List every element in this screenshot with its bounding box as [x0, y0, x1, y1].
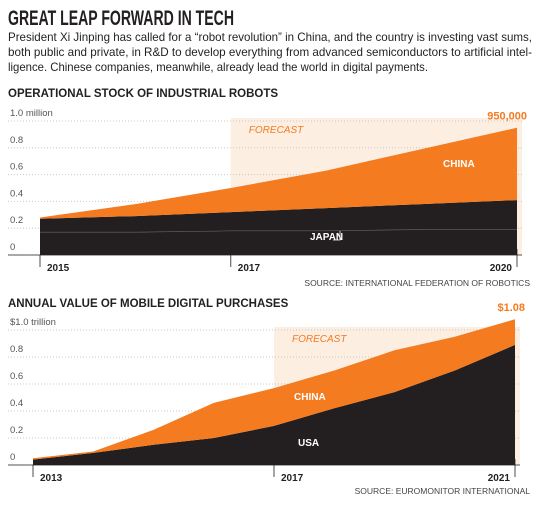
title: GREAT LEAP FORWARD IN TECH: [8, 7, 234, 30]
y-tick-label: 0.6: [10, 162, 23, 173]
y-tick-label: 0.4: [10, 188, 23, 199]
area: [40, 127, 517, 219]
chart-title: ANNUAL VALUE OF MOBILE DIGITAL PURCHASES: [8, 298, 289, 310]
x-tick-label: 2020: [490, 263, 513, 274]
series-label: CHINA: [443, 159, 475, 170]
series-divider: [40, 229, 517, 233]
y-tick-label: 0.8: [10, 135, 23, 146]
area: [40, 229, 517, 255]
y-tick-label: $1.0 trillion: [10, 317, 56, 328]
series-label: CHINA: [294, 392, 326, 403]
series-label: JAPAN: [310, 232, 343, 243]
x-tick-label: 2017: [281, 473, 304, 484]
source: SOURCE: EUROMONITOR INTERNATIONAL: [355, 486, 531, 496]
chart-title: OPERATIONAL STOCK OF INDUSTRIAL ROBOTS: [8, 88, 278, 100]
y-tick-label: 1.0 million: [10, 108, 53, 119]
forecast-label: FORECAST: [249, 125, 304, 136]
area: [33, 344, 515, 465]
source: SOURCE: INTERNATIONAL FEDERATION OF ROBO…: [304, 278, 530, 288]
y-tick-label: 0.8: [10, 344, 23, 355]
area: [40, 200, 517, 233]
series-label: USA: [298, 438, 319, 449]
y-tick-label: 0.2: [10, 215, 23, 226]
forecast-label: FORECAST: [292, 334, 347, 345]
area: [33, 319, 515, 460]
y-tick-label: 0: [10, 242, 15, 253]
y-tick-label: 0: [10, 452, 15, 463]
x-tick-label: 2015: [47, 263, 70, 274]
y-tick-label: 0.6: [10, 371, 23, 382]
x-tick-label: 2013: [40, 473, 63, 484]
annotation: $1.08: [497, 302, 525, 314]
intro-line: both public and private, in R&D to devel…: [8, 45, 532, 59]
intro-line: ligence. Chinese companies, meanwhile, a…: [8, 60, 428, 74]
x-tick-label: 2017: [238, 263, 261, 274]
x-tick-label: 2021: [488, 473, 511, 484]
annotation: 950,000: [487, 111, 527, 123]
intro-line: President Xi Jinping has called for a “r…: [8, 30, 532, 44]
y-tick-label: 0.2: [10, 425, 23, 436]
y-tick-label: 0.4: [10, 398, 23, 409]
